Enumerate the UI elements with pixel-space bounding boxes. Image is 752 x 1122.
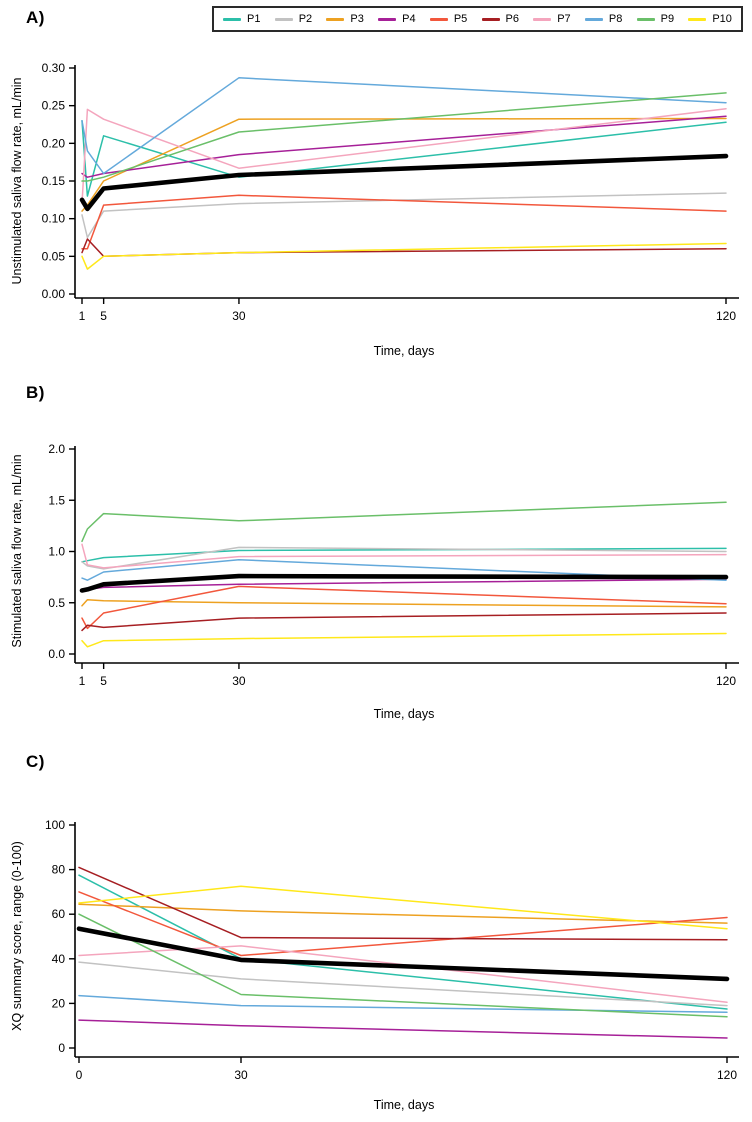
legend-swatch-p2 (274, 17, 293, 21)
x-tick-label: 1 (79, 674, 86, 688)
x-axis-title-b: Time, days (373, 707, 435, 721)
legend-swatch-p7 (533, 17, 552, 21)
y-tick-label: 0.20 (42, 136, 66, 150)
legend-label: P2 (298, 12, 313, 25)
series-line-p8 (81, 77, 727, 175)
series-line-mean (79, 573, 729, 593)
series-line-p6 (78, 866, 728, 941)
figure-legend: P1 P2 P3 P4 P5 P6 P7 P8 P9 P10 (212, 6, 743, 32)
legend-label: P8 (608, 12, 623, 25)
x-tick-label: 0 (76, 1068, 83, 1082)
legend-item-p8: P8 (584, 12, 623, 25)
series-line-p4 (78, 1019, 728, 1039)
legend-label: P3 (350, 12, 364, 25)
y-tick-label: 1.0 (48, 545, 65, 559)
legend-label: P9 (660, 12, 675, 25)
y-tick-label: 80 (52, 863, 66, 877)
legend-item-p9: P9 (636, 12, 675, 25)
x-tick-label: 30 (234, 1068, 248, 1082)
series-line-p5 (78, 891, 728, 957)
series-line-p9 (81, 92, 727, 182)
series-line-mean (76, 926, 730, 982)
legend-label: P6 (505, 12, 519, 25)
y-tick-label: 40 (52, 952, 66, 966)
y-tick-label: 0.25 (42, 99, 66, 113)
series-line-p3 (81, 598, 727, 608)
x-tick-label: 1 (79, 309, 86, 323)
x-tick-label: 120 (717, 1068, 737, 1082)
legend-label: P5 (453, 12, 468, 25)
series-line-p8 (81, 558, 727, 581)
legend-item-p6: P6 (481, 12, 519, 25)
legend-item-p5: P5 (429, 12, 468, 25)
legend-label: P10 (712, 12, 732, 25)
y-tick-label: 0.10 (42, 212, 66, 226)
legend-swatch-p1 (223, 17, 241, 21)
legend-swatch-p10 (688, 17, 707, 21)
y-tick-label: 0.30 (42, 61, 66, 75)
series-line-p5 (81, 194, 727, 250)
series-line-p2 (78, 961, 728, 1007)
series-line-p6 (81, 612, 727, 632)
panel-label-b: B) (26, 383, 45, 402)
x-tick-label: 30 (232, 674, 246, 688)
x-tick-label: 30 (232, 309, 246, 323)
legend-item-p3: P3 (326, 12, 364, 25)
legend-swatch-p4 (378, 17, 397, 21)
series-line-mean (79, 153, 729, 212)
y-tick-label: 20 (52, 996, 66, 1010)
legend-label: P4 (402, 12, 416, 25)
x-tick-label: 120 (716, 309, 736, 323)
series-line-p8 (78, 994, 728, 1014)
y-tick-label: 0.15 (42, 174, 66, 188)
legend-swatch-p8 (584, 17, 603, 21)
x-axis-title-c: Time, days (373, 1098, 435, 1112)
legend-item-p2: P2 (274, 12, 313, 25)
panel-label-c: C) (26, 752, 45, 771)
series-line-p7 (81, 543, 727, 569)
legend-label: P7 (557, 12, 571, 25)
y-tick-label: 1.5 (48, 493, 65, 507)
legend-item-p7: P7 (533, 12, 571, 25)
y-tick-label: 0.05 (42, 249, 66, 263)
series-line-p10 (81, 632, 727, 648)
series-line-p1 (81, 119, 727, 197)
legend-item-p1: P1 (223, 12, 261, 25)
x-tick-label: 5 (100, 309, 107, 323)
legend-item-p4: P4 (378, 12, 416, 25)
chart-stimulated-flow: 0.0 0.5 1.0 1.5 2.0 1 5 30 120 (48, 442, 739, 688)
legend-swatch-p6 (481, 17, 500, 21)
legend-label: P1 (247, 12, 261, 25)
series-line-p5 (81, 585, 727, 630)
series-line-p10 (78, 885, 728, 930)
y-tick-label: 100 (45, 818, 65, 832)
series-line-p3 (78, 903, 728, 924)
y-tick-label: 2.0 (48, 442, 65, 456)
legend-swatch-p5 (429, 17, 448, 21)
x-axis-title-a: Time, days (373, 344, 435, 358)
x-tick-label: 5 (100, 674, 107, 688)
legend-item-p10: P10 (688, 12, 732, 25)
series-line-p7 (78, 945, 728, 1004)
legend-swatch-p3 (326, 17, 345, 21)
panel-label-a: A) (26, 8, 45, 27)
x-tick-label: 120 (716, 674, 736, 688)
y-tick-label: 60 (52, 907, 66, 921)
series-line-p10 (81, 242, 727, 270)
chart-xq-score: 0 20 40 60 80 100 0 30 120 (45, 818, 739, 1082)
series-line-p7 (81, 107, 727, 205)
chart-unstimulated-flow: 0.00 0.05 0.10 0.15 0.20 0.25 0.30 1 5 30 120 (42, 61, 739, 323)
y-tick-label: 0.0 (48, 647, 65, 661)
series-line-p2 (81, 546, 727, 570)
y-tick-label: 0 (58, 1041, 65, 1055)
legend-swatch-p9 (636, 17, 655, 21)
y-tick-label: 0.5 (48, 596, 65, 610)
series-line-p9 (81, 501, 727, 543)
series-line-p1 (81, 547, 727, 563)
y-tick-label: 0.00 (42, 287, 66, 301)
